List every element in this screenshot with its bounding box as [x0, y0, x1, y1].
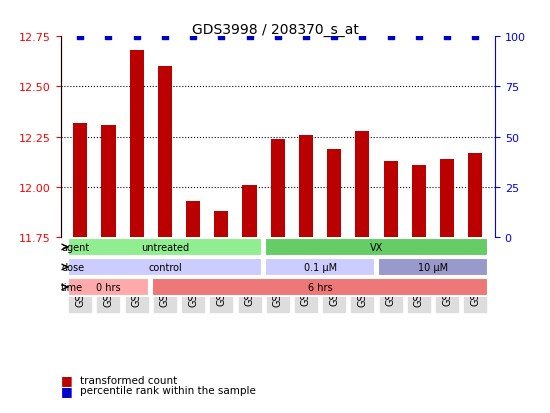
Bar [101, 125, 116, 237]
Text: GDS3998 / 208370_s_at: GDS3998 / 208370_s_at [191, 23, 359, 37]
Bar [243, 185, 257, 237]
Bar [383, 161, 398, 237]
Bar [271, 139, 285, 237]
Point [443, 34, 452, 40]
Point [273, 34, 282, 40]
Point [104, 34, 113, 40]
Bar [73, 123, 87, 237]
Text: VX: VX [370, 242, 383, 252]
Point [217, 34, 226, 40]
Text: control: control [148, 262, 182, 272]
Bar [327, 149, 341, 237]
Text: untreated: untreated [141, 242, 189, 252]
Bar [214, 211, 228, 237]
Text: 0 hrs: 0 hrs [96, 282, 121, 292]
Text: dose: dose [61, 262, 84, 272]
Point [414, 34, 423, 40]
Bar [412, 165, 426, 237]
Text: time: time [61, 282, 83, 292]
Text: 0.1 μM: 0.1 μM [304, 262, 337, 272]
Bar [468, 153, 482, 237]
Point [189, 34, 197, 40]
Point [330, 34, 339, 40]
Point [301, 34, 310, 40]
FancyBboxPatch shape [265, 238, 488, 256]
Text: percentile rank within the sample: percentile rank within the sample [80, 385, 256, 395]
Point [471, 34, 480, 40]
FancyBboxPatch shape [68, 278, 150, 297]
Text: agent: agent [61, 242, 89, 252]
Point [76, 34, 85, 40]
Point [386, 34, 395, 40]
FancyBboxPatch shape [265, 259, 375, 276]
Bar [355, 131, 370, 237]
FancyBboxPatch shape [152, 278, 488, 297]
Point [161, 34, 169, 40]
FancyBboxPatch shape [378, 259, 488, 276]
Bar [186, 201, 200, 237]
Text: 10 μM: 10 μM [418, 262, 448, 272]
Point [358, 34, 367, 40]
Text: transformed count: transformed count [80, 375, 177, 385]
Bar [130, 51, 144, 237]
Text: 6 hrs: 6 hrs [308, 282, 332, 292]
Text: ■: ■ [60, 384, 72, 397]
Text: ■: ■ [60, 373, 72, 387]
Bar [440, 159, 454, 237]
Bar [299, 135, 313, 237]
FancyBboxPatch shape [68, 259, 262, 276]
Point [245, 34, 254, 40]
Point [133, 34, 141, 40]
FancyBboxPatch shape [68, 238, 262, 256]
Bar [158, 67, 172, 237]
